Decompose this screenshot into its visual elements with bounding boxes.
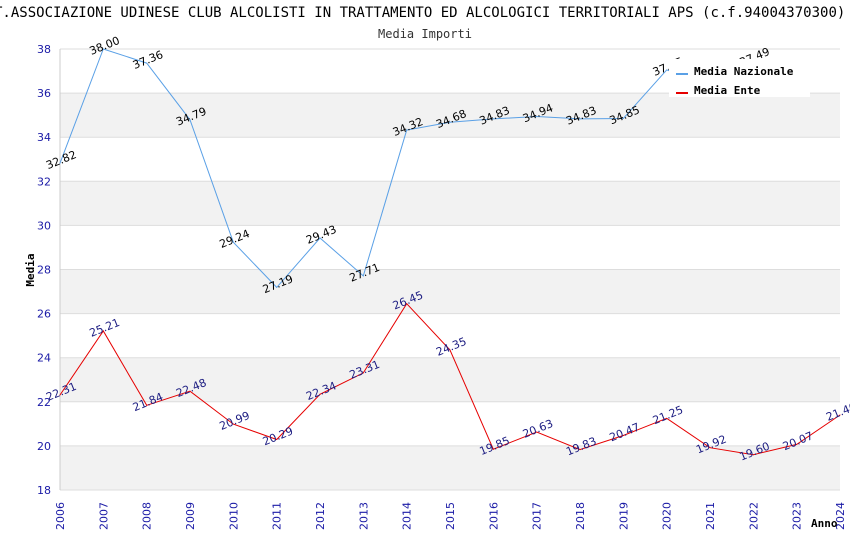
y-tick-label: 38 xyxy=(37,43,51,56)
data-label: 37.36 xyxy=(131,48,165,72)
legend-entry: Media Nazionale xyxy=(694,65,794,78)
data-label: 38.00 xyxy=(88,34,122,58)
data-point xyxy=(492,118,494,120)
y-tick-label: 34 xyxy=(37,131,51,144)
y-axis-ticks: 18 20 22 24 26 28 30 32 34 36 38 xyxy=(37,43,51,497)
data-point xyxy=(319,237,321,239)
data-label: 21.40 xyxy=(824,400,850,424)
x-tick-label: 2023 xyxy=(791,502,804,530)
chart-title: T.ASSOCIAZIONE UDINESE CLUB ALCOLISTI IN… xyxy=(0,5,846,21)
data-point xyxy=(102,330,104,332)
data-point xyxy=(102,48,104,50)
x-tick-label: 2017 xyxy=(531,502,544,530)
x-tick-label: 2022 xyxy=(747,502,760,530)
data-point xyxy=(666,69,668,71)
chart-subtitle: Media Importi xyxy=(378,27,472,41)
data-point xyxy=(189,390,191,392)
x-tick-label: 2012 xyxy=(314,502,327,530)
grid-band xyxy=(60,269,840,314)
grid-band xyxy=(60,181,840,226)
x-tick-label: 2011 xyxy=(271,502,284,530)
y-tick-label: 36 xyxy=(37,87,51,100)
data-point xyxy=(536,431,538,433)
series-lines xyxy=(59,48,841,456)
data-point xyxy=(752,454,754,456)
data-point xyxy=(579,118,581,120)
data-point xyxy=(146,404,148,406)
legend-box xyxy=(669,59,810,97)
data-point xyxy=(796,443,798,445)
data-point xyxy=(276,286,278,288)
data-point xyxy=(622,117,624,119)
data-point xyxy=(449,121,451,123)
grid-band xyxy=(60,93,840,138)
grid-band xyxy=(60,445,840,490)
data-point xyxy=(59,394,61,396)
x-tick-label: 2010 xyxy=(227,502,240,530)
y-tick-label: 30 xyxy=(37,219,51,232)
x-tick-label: 2013 xyxy=(357,502,370,530)
data-point xyxy=(406,303,408,305)
x-axis-ticks: 2006 2007 2008 2009 2010 2011 2012 2013 2014 2015… xyxy=(54,502,847,530)
data-point xyxy=(189,119,191,121)
grid-band xyxy=(60,357,840,402)
y-tick-label: 20 xyxy=(37,440,51,453)
data-point xyxy=(319,393,321,395)
data-point xyxy=(232,423,234,425)
x-tick-label: 2020 xyxy=(661,502,674,530)
x-tick-label: 2016 xyxy=(487,502,500,530)
data-point xyxy=(449,349,451,351)
data-point xyxy=(536,115,538,117)
data-label: 32.82 xyxy=(44,148,78,172)
series-line-nazionale xyxy=(59,48,754,289)
data-label: 25.21 xyxy=(88,316,122,340)
y-tick-label: 32 xyxy=(37,175,51,188)
x-tick-label: 2007 xyxy=(97,502,110,530)
x-tick-label: 2009 xyxy=(184,502,197,530)
grid-bands xyxy=(60,93,840,490)
x-tick-label: 2021 xyxy=(704,502,717,530)
y-tick-label: 24 xyxy=(37,352,51,365)
data-point xyxy=(276,439,278,441)
x-axis-label: Anno xyxy=(811,517,838,530)
data-point xyxy=(666,417,668,419)
data-label: 29.43 xyxy=(304,223,338,247)
data-label: 21.25 xyxy=(651,403,685,427)
gridlines xyxy=(59,48,840,491)
data-point xyxy=(839,414,841,416)
y-tick-label: 18 xyxy=(37,484,51,497)
legend-entry: Media Ente xyxy=(694,84,761,97)
x-tick-label: 2019 xyxy=(617,502,630,530)
data-point xyxy=(622,435,624,437)
data-label: 29.24 xyxy=(218,227,252,251)
y-tick-label: 26 xyxy=(37,308,51,321)
y-axis-label: Media xyxy=(24,253,37,286)
x-tick-label: 2015 xyxy=(444,502,457,530)
data-point xyxy=(232,241,234,243)
data-point xyxy=(146,62,148,64)
data-point xyxy=(492,448,494,450)
data-point xyxy=(362,372,364,374)
data-point xyxy=(362,275,364,277)
x-tick-label: 2014 xyxy=(401,502,414,530)
data-point xyxy=(709,447,711,449)
data-point xyxy=(59,162,61,164)
y-tick-label: 28 xyxy=(37,264,51,277)
x-tick-label: 2018 xyxy=(574,502,587,530)
data-label: 20.29 xyxy=(261,424,295,448)
data-point xyxy=(579,449,581,451)
x-tick-label: 2024 xyxy=(834,502,847,530)
x-tick-label: 2008 xyxy=(141,502,154,530)
data-point xyxy=(406,129,408,131)
y-tick-label: 22 xyxy=(37,396,51,409)
x-tick-label: 2006 xyxy=(54,502,67,530)
data-label: 20.47 xyxy=(608,420,642,444)
legend: Media Nazionale Media Ente xyxy=(669,59,810,97)
